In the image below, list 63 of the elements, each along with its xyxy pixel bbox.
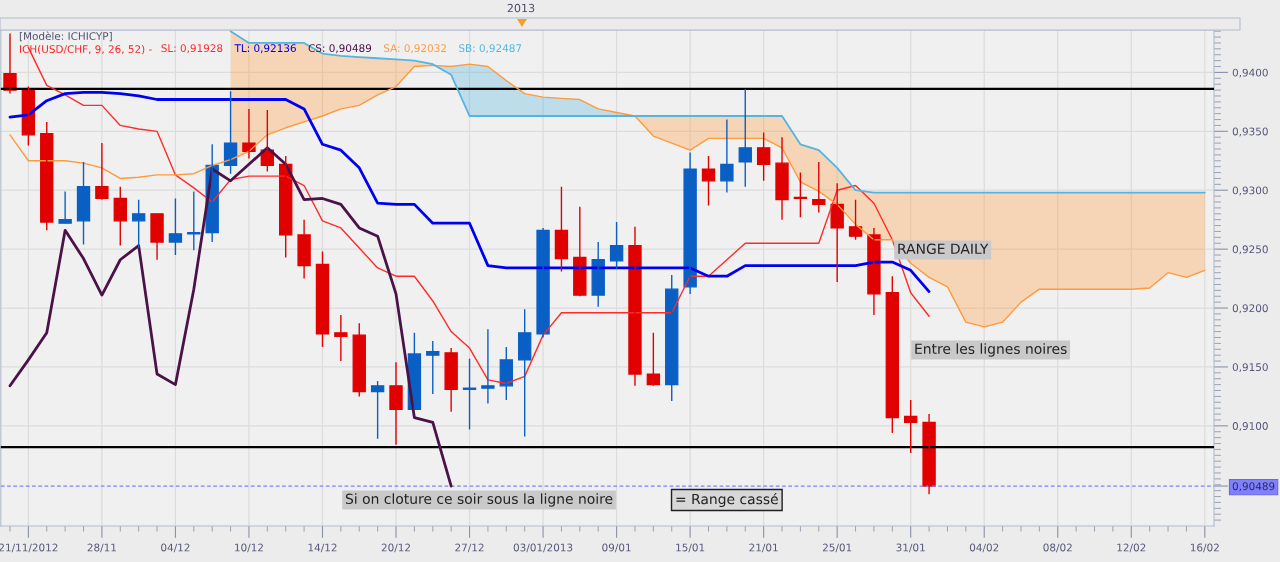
candlestick	[58, 190, 72, 224]
x-tick-label: 15/01	[676, 543, 705, 553]
y-tick-label: 0,9400	[1232, 68, 1268, 78]
x-tick-label: 09/01	[602, 543, 631, 553]
candlestick	[738, 88, 752, 188]
x-tick-label: 25/01	[822, 543, 852, 553]
candlestick	[76, 161, 91, 246]
candlestick	[113, 185, 127, 247]
text: SL: 0,91928	[161, 44, 223, 54]
candlestick	[775, 136, 789, 221]
y-tick-label: 0,9350	[1232, 127, 1268, 137]
candlestick	[481, 328, 495, 405]
line-series	[229, 30, 1206, 194]
candlestick	[812, 161, 826, 214]
annotation: Si on cloture ce soir sous la ligne noire	[345, 493, 613, 507]
candlestick	[168, 197, 183, 256]
x-tick-label: 04/02	[969, 543, 999, 553]
annotation: Entre les lignes noires	[915, 343, 1067, 357]
candlestick	[517, 308, 532, 438]
candlestick	[95, 142, 109, 201]
x-tick-label: 04/12	[161, 543, 190, 553]
x-tick-label: 28/11	[87, 543, 116, 553]
x-tick-label: 12/02	[1117, 543, 1146, 553]
line-series	[9, 63, 1206, 328]
text: SB: 0,92487	[459, 44, 522, 54]
line-series	[8, 146, 453, 488]
x-tick-label: 31/01	[896, 543, 925, 553]
candlestick	[756, 131, 771, 182]
x-tick-label: 14/12	[308, 543, 337, 553]
candlestick	[150, 213, 164, 261]
y-tick-label: 0,9300	[1232, 186, 1268, 196]
candlestick	[352, 322, 366, 398]
x-tick-label: 20/12	[381, 543, 410, 553]
candlestick	[609, 221, 624, 270]
series-label: SA: 0,92032	[383, 44, 446, 54]
annotation: = Range cassé	[676, 493, 778, 507]
candlestick	[444, 347, 458, 413]
y-tick-label: 0,9250	[1232, 245, 1268, 255]
y-tick-label: 0,9200	[1232, 304, 1268, 314]
candlestick	[131, 198, 146, 249]
y-tick-label: 0,9150	[1232, 363, 1268, 373]
candlestick	[701, 155, 716, 207]
chart-title: [Modèle: ICHICYP]	[19, 31, 112, 42]
candlestick	[315, 250, 330, 348]
x-tick-label: 21/11/2012	[0, 543, 58, 553]
candlestick	[646, 332, 661, 387]
text: TL: 0,92136	[234, 44, 296, 54]
x-tick-label: 08/02	[1043, 543, 1072, 553]
annotation: RANGE DAILY	[898, 243, 989, 255]
x-tick-label: 27/12	[455, 543, 484, 553]
candlestick	[591, 241, 605, 308]
candlestick	[426, 340, 440, 395]
x-tick-label: 03/01/2013	[513, 543, 573, 553]
x-tick-label: 21/01	[749, 543, 778, 553]
candlestick	[297, 218, 311, 280]
text: 2013	[507, 3, 535, 13]
candlestick	[389, 361, 403, 446]
x-tick-label: 16/02	[1190, 543, 1219, 553]
x-tick-label: 10/12	[235, 543, 263, 553]
candlestick	[334, 314, 348, 362]
y-tick-label: 0,90489	[1232, 482, 1275, 492]
candlestick	[885, 275, 900, 434]
y-tick-label: 0,9100	[1232, 422, 1268, 432]
